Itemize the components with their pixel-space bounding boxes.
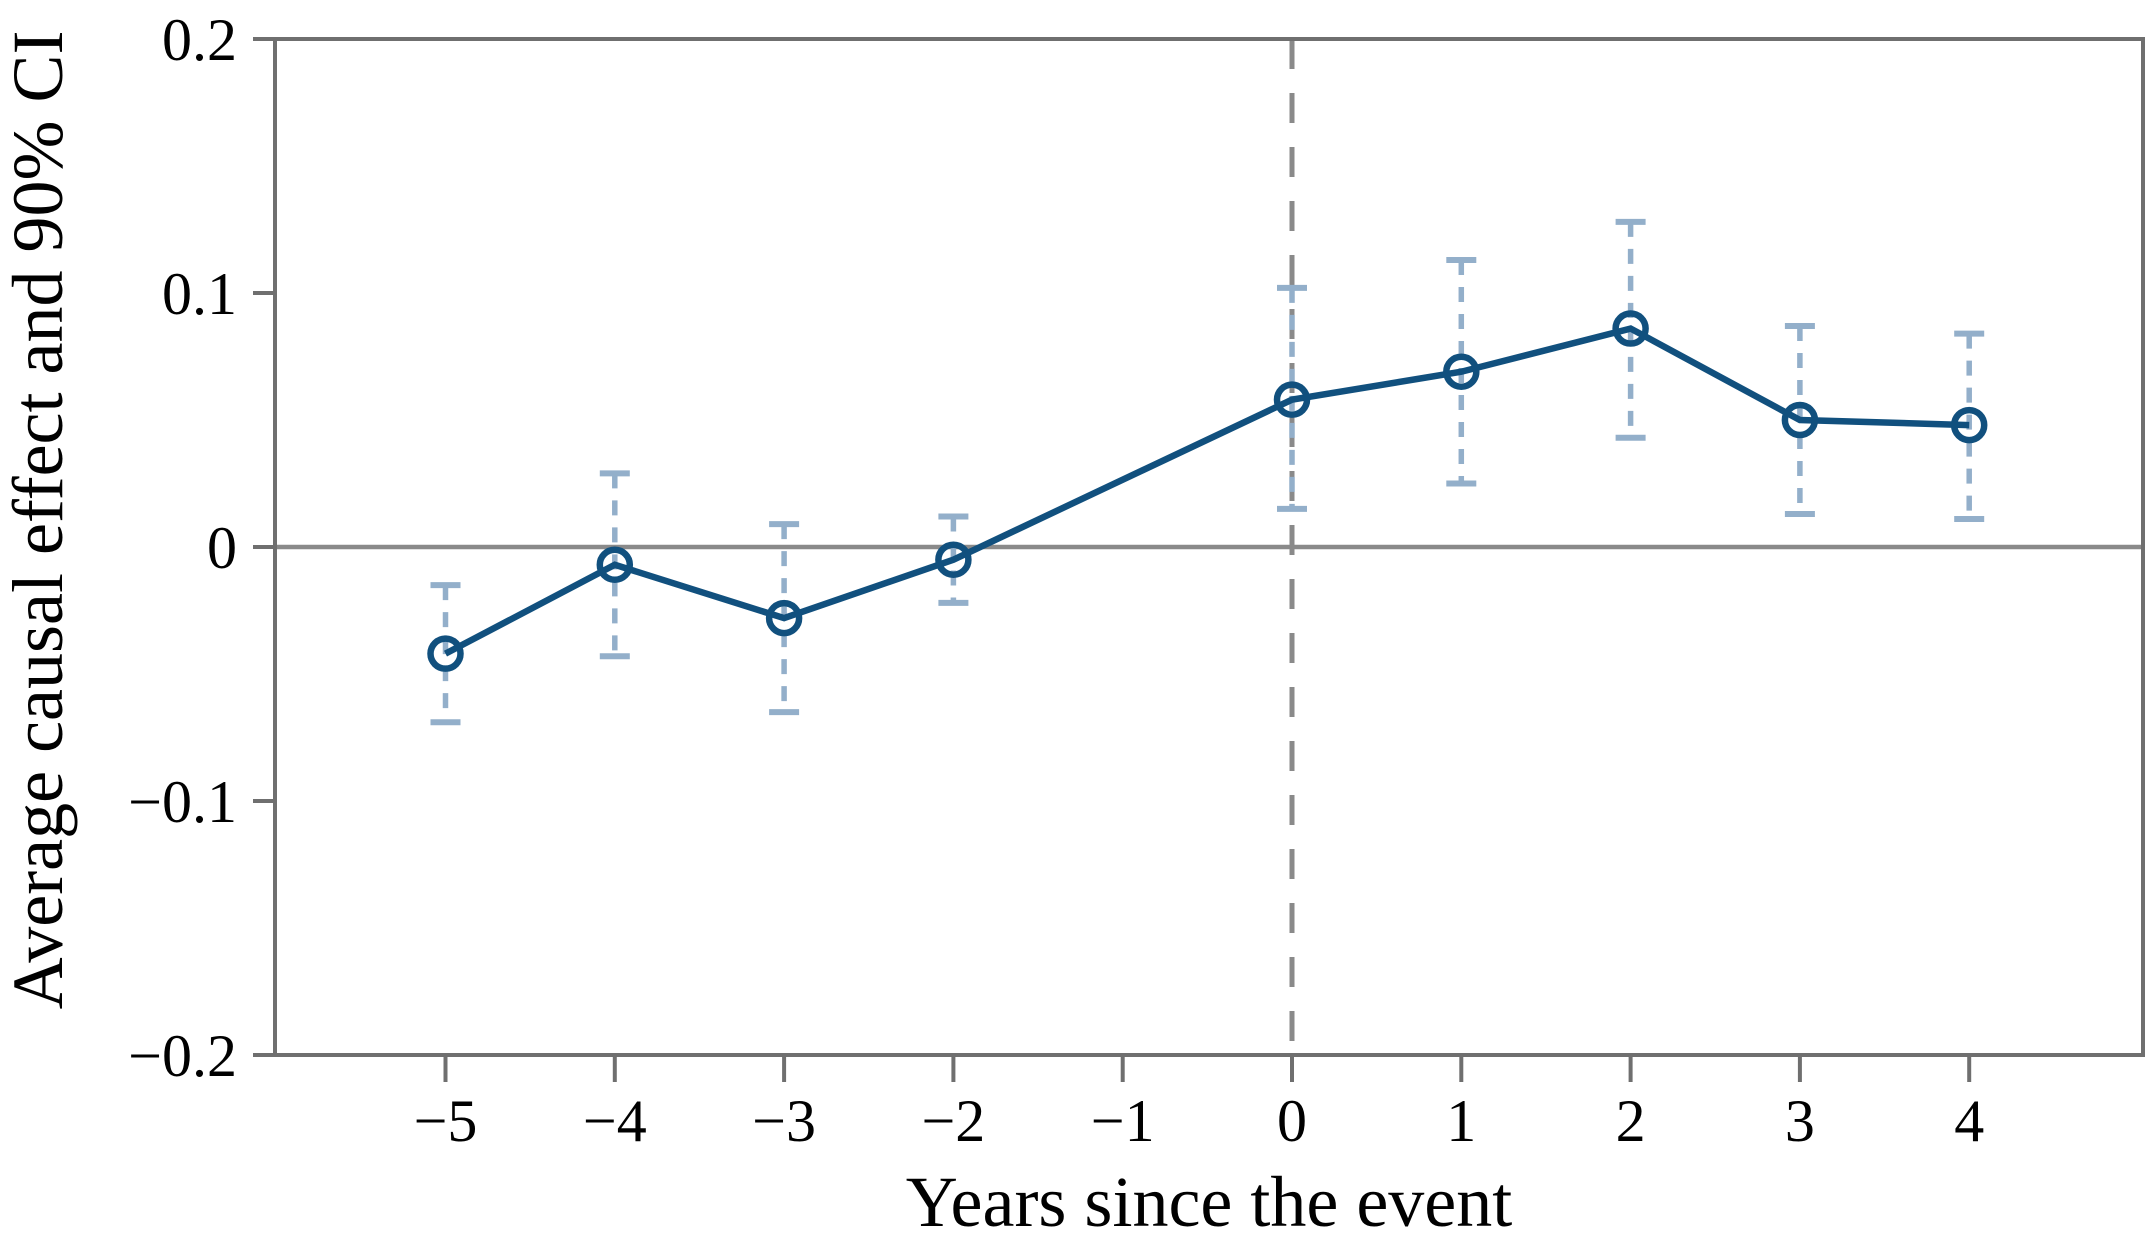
data-point-marker — [935, 541, 972, 578]
y-tick-label: 0.2 — [162, 7, 237, 73]
data-point-marker — [596, 546, 634, 584]
chart-layer: 0.2 0.1 0 −0.1 −0.2 −5 −4 −3 −2 −1 0 1 2 3 4 — [128, 7, 2145, 1154]
x-tick-label: −5 — [414, 1088, 478, 1154]
data-point-marker — [1612, 310, 1649, 347]
x-tick-label: 2 — [1616, 1088, 1646, 1154]
data-point-marker — [427, 635, 464, 672]
series-line — [443, 325, 1970, 657]
y-tick-label: 0.1 — [162, 261, 237, 327]
x-tick-label: −2 — [921, 1088, 985, 1154]
y-tick-label: −0.2 — [128, 1023, 237, 1089]
x-tick-label: −3 — [752, 1088, 816, 1154]
x-axis-title: Years since the event — [906, 1162, 1513, 1242]
data-point-marker — [1273, 381, 1311, 418]
x-tick-label: 1 — [1446, 1088, 1476, 1154]
data-point-marker — [1781, 401, 1819, 439]
x-tick-label: −4 — [583, 1088, 647, 1154]
y-tick-label: −0.1 — [128, 769, 237, 835]
x-tick-label: 0 — [1277, 1088, 1307, 1154]
y-axis-title: Average causal effect and 90% CI — [0, 31, 78, 1010]
x-tick-label: 4 — [1954, 1088, 1984, 1154]
data-point-marker — [765, 599, 803, 637]
x-tick-label: −1 — [1091, 1088, 1155, 1154]
y-tick-label: 0 — [207, 515, 237, 581]
data-point-marker — [1443, 353, 1480, 390]
data-point-marker — [1950, 406, 1988, 444]
x-tick-label: 3 — [1785, 1088, 1815, 1154]
